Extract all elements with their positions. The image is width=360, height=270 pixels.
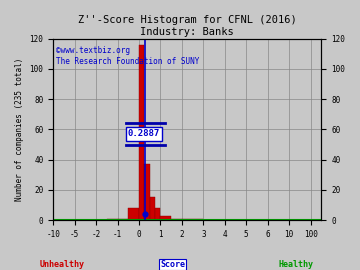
Bar — [144, 164, 150, 220]
Bar — [139, 45, 144, 220]
Text: Score: Score — [160, 260, 185, 269]
Bar — [128, 208, 139, 220]
Text: The Research Foundation of SUNY: The Research Foundation of SUNY — [57, 57, 200, 66]
Bar — [182, 219, 203, 220]
Text: ©www.textbiz.org: ©www.textbiz.org — [57, 46, 130, 55]
Bar — [171, 219, 182, 220]
Text: Healthy: Healthy — [278, 260, 313, 269]
Text: Unhealthy: Unhealthy — [40, 260, 85, 269]
Y-axis label: Number of companies (235 total): Number of companies (235 total) — [15, 58, 24, 201]
Text: 0.2887: 0.2887 — [128, 129, 160, 139]
Bar — [107, 219, 117, 220]
Bar — [155, 208, 161, 220]
Bar — [161, 215, 171, 220]
Bar — [117, 219, 128, 220]
Title: Z''-Score Histogram for CFNL (2016)
Industry: Banks: Z''-Score Histogram for CFNL (2016) Indu… — [78, 15, 297, 37]
Bar — [150, 197, 155, 220]
